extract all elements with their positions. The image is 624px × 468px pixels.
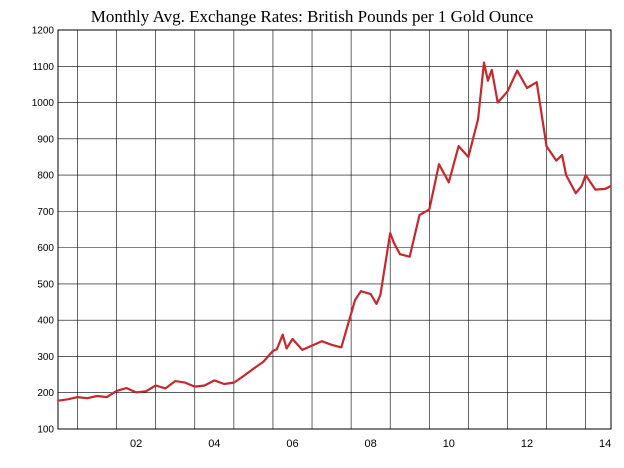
data-point	[350, 312, 353, 315]
data-point	[164, 387, 167, 390]
y-tick-label: 600	[37, 243, 54, 254]
data-point	[467, 156, 470, 158]
data-point	[291, 338, 294, 340]
data-point	[232, 381, 235, 384]
data-point	[594, 188, 597, 191]
data-point	[66, 398, 69, 401]
y-tick-label: 400	[37, 316, 54, 327]
data-point	[561, 154, 564, 157]
data-point	[301, 349, 304, 351]
data-point	[311, 344, 313, 347]
data-point	[96, 395, 98, 397]
data-point	[447, 181, 450, 184]
x-tick-label: 10	[443, 438, 455, 450]
data-point	[535, 81, 538, 84]
y-tick-label: 1000	[32, 98, 55, 109]
data-point	[389, 232, 392, 235]
data-point	[574, 192, 577, 195]
data-point	[375, 302, 378, 305]
data-point	[457, 145, 460, 147]
data-point	[545, 145, 548, 147]
data-point	[213, 379, 216, 382]
data-point	[330, 343, 333, 346]
data-point	[105, 396, 108, 398]
data-point	[490, 69, 493, 71]
data-point	[86, 397, 89, 400]
data-point	[399, 253, 401, 256]
data-point	[135, 391, 138, 394]
y-tick-label: 500	[37, 279, 54, 290]
y-tick-label: 1200	[32, 26, 55, 37]
x-tick-label: 12	[521, 438, 533, 450]
data-point	[555, 159, 558, 162]
data-point	[340, 346, 343, 349]
data-point	[369, 293, 372, 295]
data-point	[354, 299, 356, 302]
data-point	[584, 174, 587, 176]
x-axis: 02 04 06 08 10 12 14	[130, 438, 611, 450]
data-point	[320, 340, 323, 343]
grid	[58, 29, 611, 430]
data-point	[393, 242, 395, 245]
x-tick-label: 04	[208, 438, 220, 450]
data-point	[506, 90, 509, 93]
data-point	[483, 61, 485, 64]
series-layer	[57, 61, 612, 402]
data-point	[193, 385, 196, 388]
data-point	[115, 390, 118, 392]
data-point	[477, 117, 480, 120]
data-point	[604, 187, 607, 190]
data-point	[154, 384, 157, 387]
data-point	[565, 174, 567, 176]
series-line	[57, 61, 612, 402]
data-point	[184, 381, 186, 384]
data-point	[145, 390, 147, 393]
data-point	[418, 214, 421, 216]
y-tick-label: 300	[37, 352, 54, 363]
data-point	[432, 190, 435, 193]
data-point	[359, 290, 362, 293]
data-point	[262, 360, 265, 363]
plot-frame	[57, 29, 612, 430]
data-point	[285, 347, 288, 350]
y-tick-label: 900	[37, 134, 54, 145]
data-point	[203, 384, 206, 387]
data-point	[408, 255, 411, 258]
x-tick-label: 02	[130, 438, 142, 450]
y-tick-label: 1100	[32, 62, 54, 73]
x-tick-label: 08	[365, 438, 377, 450]
data-point	[428, 208, 431, 211]
data-point	[516, 69, 519, 72]
data-point	[281, 333, 284, 336]
y-axis: 100 200 300 400 500 600 700 800 900 1000 1100 1200	[32, 26, 55, 436]
y-tick-label: 100	[37, 425, 54, 436]
data-point	[610, 185, 612, 187]
y-tick-label: 800	[37, 171, 54, 182]
data-point	[580, 185, 583, 187]
data-point	[379, 293, 382, 296]
chart-title: Monthly Avg. Exchange Rates: British Pou…	[91, 7, 534, 26]
y-tick-label: 700	[37, 207, 54, 218]
data-point	[526, 87, 528, 89]
data-point	[57, 399, 59, 402]
x-tick-label: 06	[286, 438, 298, 450]
data-point	[486, 79, 489, 82]
data-point	[174, 380, 177, 383]
data-point	[125, 387, 128, 389]
data-point	[76, 396, 79, 398]
data-point	[272, 350, 274, 352]
data-point	[252, 367, 255, 370]
data-point	[223, 383, 225, 385]
data-point	[275, 348, 278, 351]
data-point	[496, 101, 499, 104]
data-point	[242, 375, 245, 377]
y-tick-label: 200	[37, 388, 54, 399]
data-point	[438, 163, 440, 166]
x-tick-label: 14	[599, 438, 611, 450]
